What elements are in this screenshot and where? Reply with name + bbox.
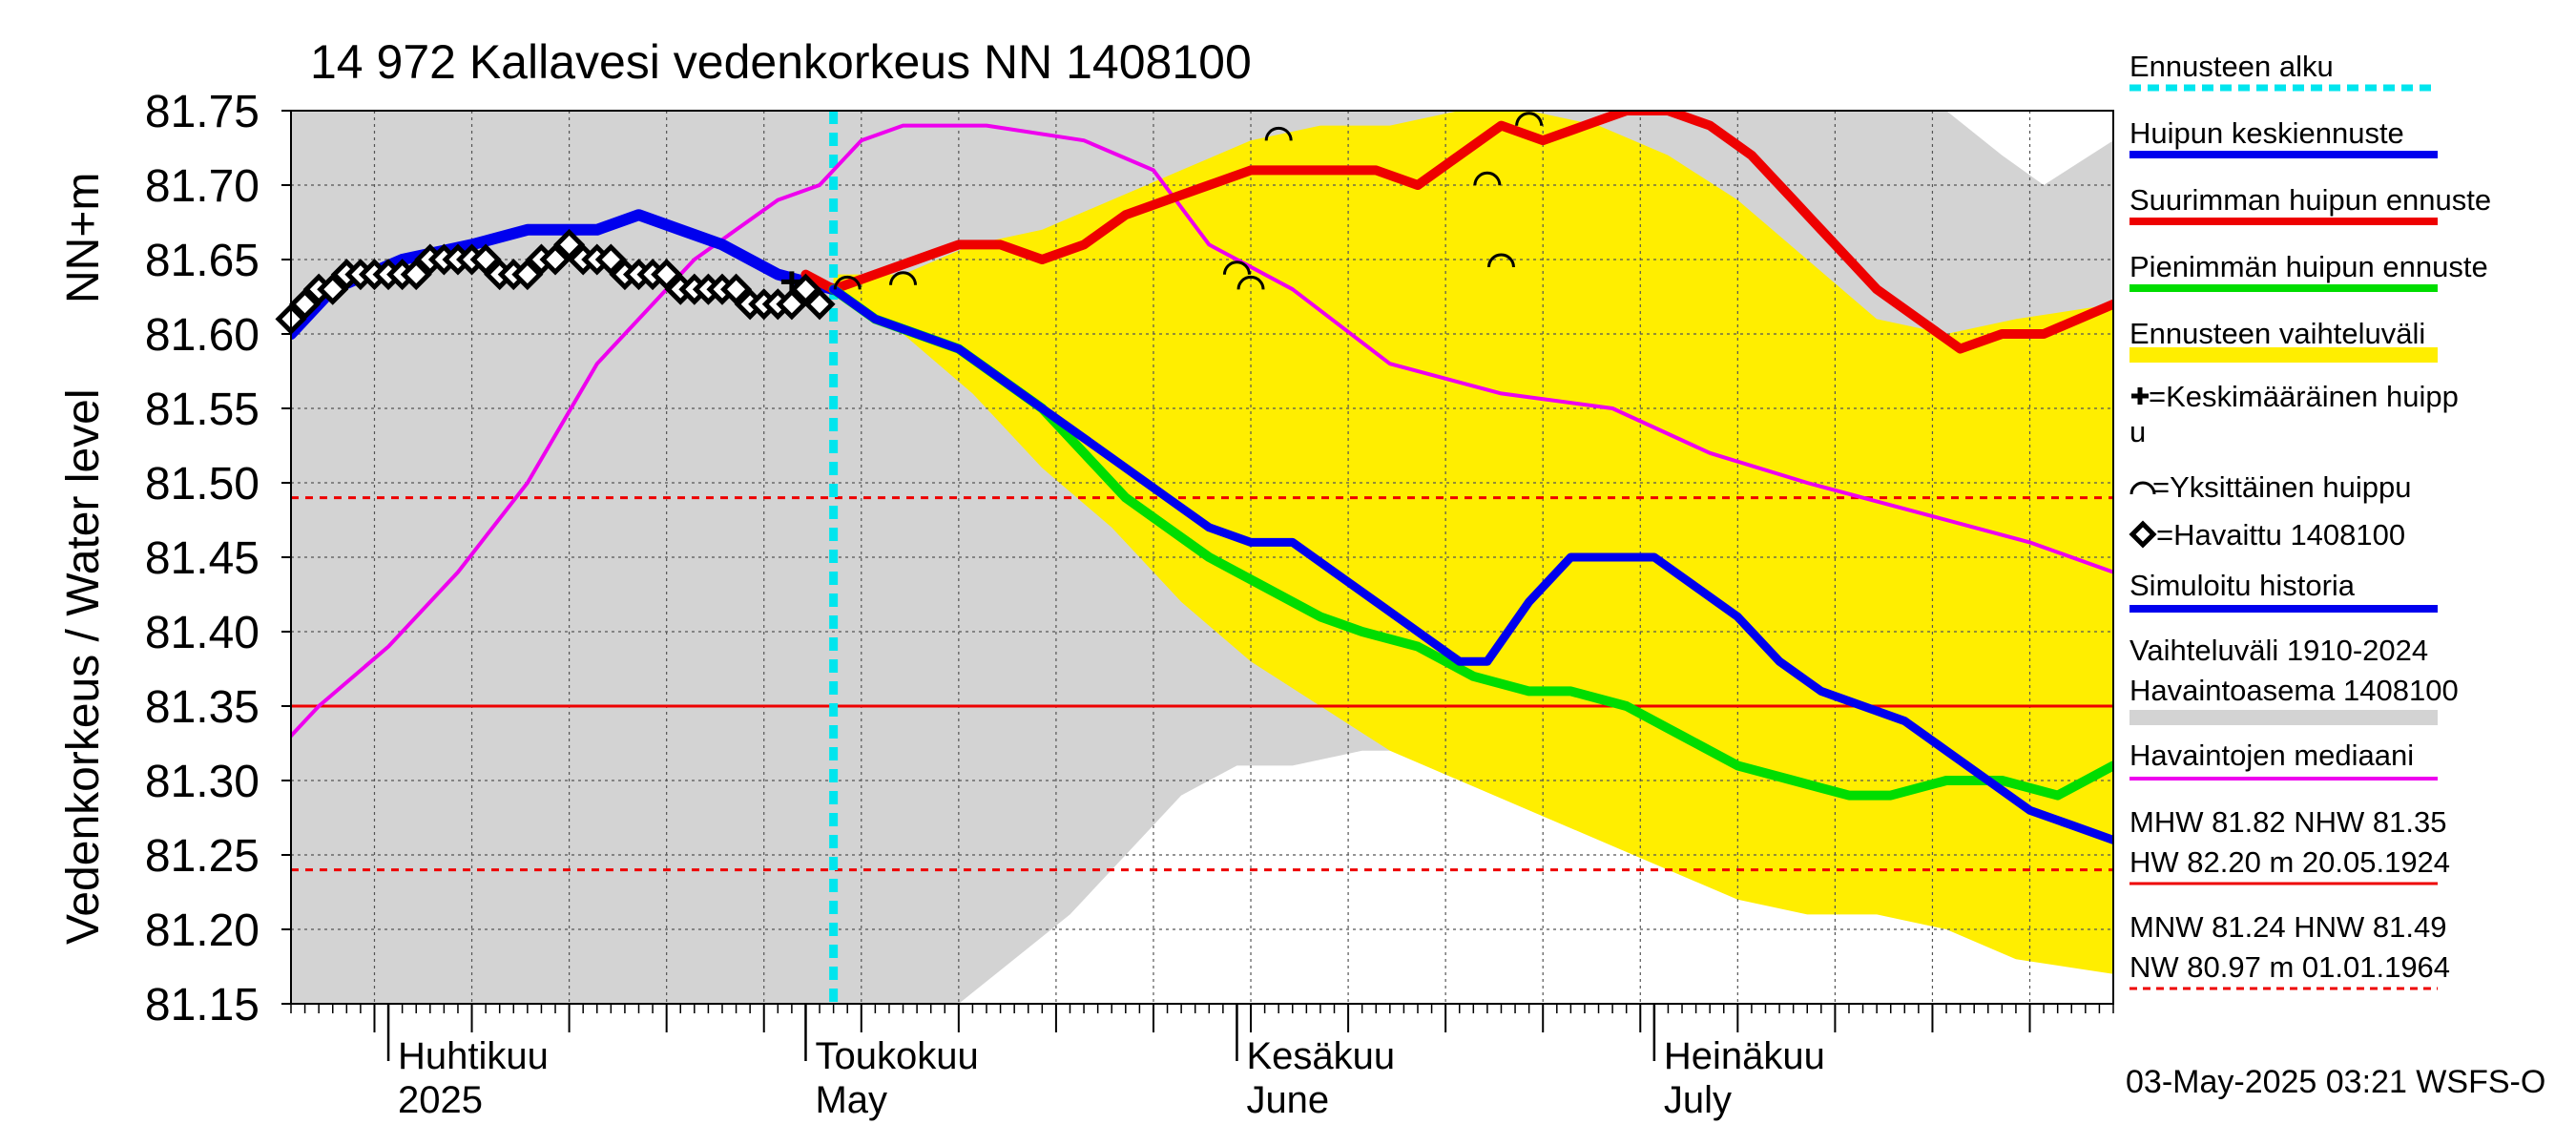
legend-swatch-band — [2129, 347, 2438, 363]
observed-point — [553, 228, 586, 260]
observed-point — [289, 288, 322, 321]
y-tick-label: 81.50 — [145, 459, 260, 510]
legend-label: Suurimman huipun ennuste — [2129, 183, 2491, 217]
y-tick-label: 81.25 — [145, 831, 260, 882]
observed-point — [651, 259, 683, 291]
legend-label: Pienimmän huipun ennuste — [2129, 250, 2488, 283]
legend-label: Ennusteen alku — [2129, 50, 2334, 83]
month-label-en: June — [1246, 1079, 1329, 1121]
month-label-en: May — [815, 1079, 887, 1121]
legend-stat-text: NW 80.97 m 01.01.1964 — [2129, 950, 2450, 984]
observed-point — [720, 273, 753, 305]
y-tick-label: 81.65 — [145, 236, 260, 286]
y-tick-label: 81.15 — [145, 980, 260, 1030]
legend-arc-icon — [2129, 481, 2156, 495]
legend-stat-text: MHW 81.82 NHW 81.35 — [2129, 805, 2447, 839]
single-peak-marker — [1264, 126, 1293, 141]
month-label-en: 2025 — [398, 1079, 483, 1121]
legend-label: Vaihteluväli 1910-2024 — [2129, 634, 2428, 667]
mean-peak-marker — [780, 271, 802, 293]
observed-point — [539, 243, 571, 276]
y-axis-label: Vedenkorkeus / Water level — [58, 388, 109, 945]
single-peak-marker — [889, 271, 918, 285]
single-peak-marker — [1222, 260, 1251, 275]
legend: Ennusteen alku Huipun keskiennuste Suurimm… — [2129, 50, 2491, 990]
single-peak-marker — [1486, 253, 1515, 268]
observed-point — [469, 243, 502, 276]
plot-frame — [290, 110, 2114, 1005]
single-peak-marker — [1473, 171, 1502, 186]
y-axis-unit-label: NN+m — [58, 173, 109, 303]
footer-timestamp: 03-May-2025 03:21 WSFS-O — [2126, 1064, 2545, 1100]
legend-label: Ennusteen vaihteluväli — [2129, 317, 2425, 350]
legend-label: Havaintojen mediaani — [2129, 739, 2414, 772]
legend-label: Havaintoasema 1408100 — [2129, 674, 2459, 707]
month-label-fi: Huhtikuu — [398, 1035, 549, 1077]
single-peak-marker — [1236, 275, 1265, 290]
legend-stat-text: HW 82.20 m 20.05.1924 — [2129, 845, 2450, 879]
y-tick-label: 81.75 — [145, 87, 260, 137]
legend-label: Huipun keskiennuste — [2129, 116, 2404, 150]
chart-title: 14 972 Kallavesi vedenkorkeus NN 1408100 — [310, 35, 1252, 89]
observed-point — [317, 273, 349, 305]
legend-stat-text: MNW 81.24 HNW 81.49 — [2129, 910, 2447, 944]
legend-diamond-icon — [2129, 520, 2157, 549]
legend-label: =Keskimääräinen huipp — [2149, 380, 2459, 413]
y-tick-label: 81.45 — [145, 533, 260, 584]
legend-label: Simuloitu historia — [2129, 569, 2356, 602]
markers-layer — [275, 112, 1544, 335]
legend-swatch-band — [2129, 710, 2438, 725]
single-peak-marker — [1515, 112, 1544, 126]
legend-plus-icon — [2131, 387, 2149, 405]
legend-label: u — [2129, 415, 2146, 448]
observed-point — [776, 288, 808, 321]
single-peak-marker — [833, 275, 862, 290]
observed-point — [594, 243, 627, 276]
series-line-suurimman-huipun-ennuste — [800, 111, 2113, 354]
y-tick-label: 81.60 — [145, 310, 260, 361]
month-label-fi: Kesäkuu — [1246, 1035, 1395, 1077]
month-label-en: July — [1664, 1079, 1732, 1121]
y-tick-label: 81.20 — [145, 906, 260, 956]
y-tick-label: 81.55 — [145, 385, 260, 435]
month-label-fi: Heinäkuu — [1664, 1035, 1825, 1077]
y-tick-label: 81.70 — [145, 161, 260, 212]
observed-point — [803, 288, 836, 321]
month-label-fi: Toukokuu — [815, 1035, 978, 1077]
series-line-huipun-keskiennuste — [829, 284, 2113, 844]
y-tick-label: 81.35 — [145, 682, 260, 733]
legend-label: =Yksittäinen huippu — [2152, 470, 2411, 504]
y-tick-label: 81.40 — [145, 608, 260, 658]
series-line-havaintojen-mediaani — [291, 123, 2113, 739]
axes-layer: 81.75 81.70 81.65 81.60 81.55 81.50 81.45 81.40… — [145, 87, 2114, 1121]
legend-label: =Havaittu 1408100 — [2156, 518, 2405, 552]
observed-point — [511, 259, 544, 291]
observed-point — [400, 259, 432, 291]
y-tick-label: 81.30 — [145, 757, 260, 807]
reference-lines-layer — [291, 496, 2113, 872]
